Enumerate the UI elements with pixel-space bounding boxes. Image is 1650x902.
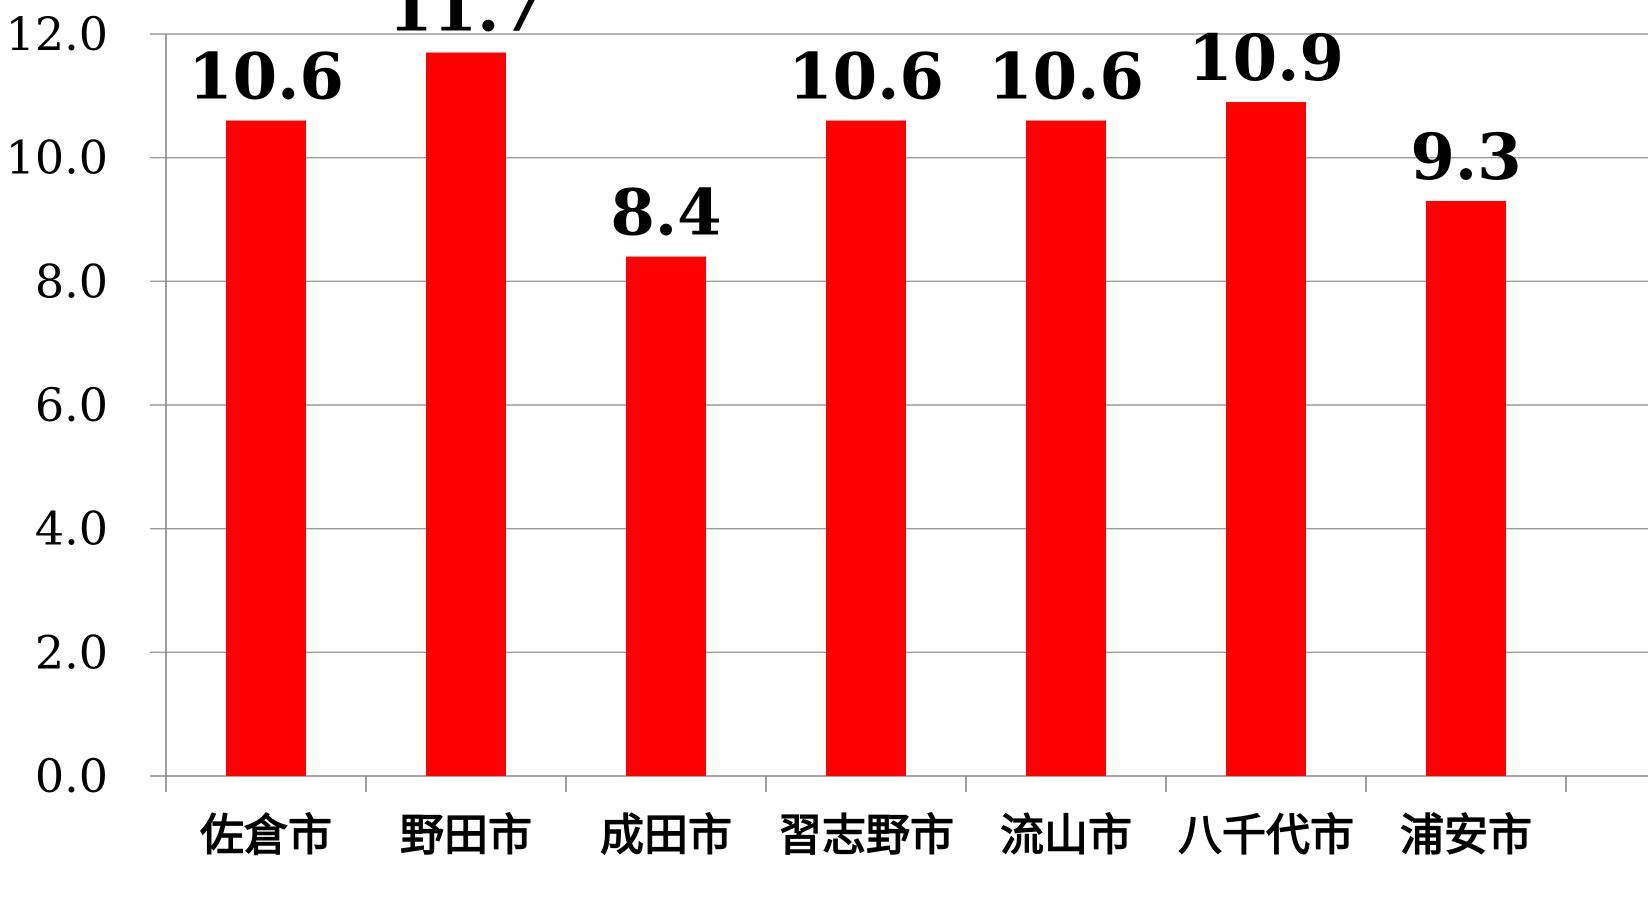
bars bbox=[226, 52, 1506, 777]
data-label: 9.3 bbox=[1410, 120, 1521, 195]
y-tick-label: 4.0 bbox=[35, 502, 108, 556]
bar bbox=[1226, 102, 1306, 777]
data-label: 10.9 bbox=[1188, 21, 1344, 96]
data-label: 10.6 bbox=[988, 40, 1144, 115]
x-tick-label: 八千代市 bbox=[1178, 810, 1354, 861]
axes: 0.0 2.0 4.0 6.0 8.0 10.0 12.0 佐倉市 野田市 成田市 習志野市 流山市八… bbox=[6, 7, 1567, 861]
bar bbox=[426, 52, 506, 777]
bar bbox=[1426, 200, 1506, 776]
y-tick-label: 12.0 bbox=[6, 7, 108, 61]
x-tick-label: 流山市 bbox=[1000, 810, 1132, 861]
x-tick-label: 佐倉市 bbox=[199, 810, 332, 861]
y-tick-label: 10.0 bbox=[6, 131, 108, 185]
bar bbox=[226, 120, 306, 777]
x-tick-label: 浦安市 bbox=[1400, 810, 1532, 861]
x-tick-label: 野田市 bbox=[400, 810, 532, 861]
y-tick-label: 0.0 bbox=[35, 749, 108, 803]
y-tick-label: 6.0 bbox=[35, 378, 108, 432]
data-label: 10.6 bbox=[788, 40, 944, 115]
data-label: 8.4 bbox=[610, 176, 721, 251]
data-label: 11.7 bbox=[388, 0, 544, 47]
x-tick-label: 成田市 bbox=[600, 810, 732, 861]
bar bbox=[626, 256, 706, 777]
bar bbox=[826, 120, 906, 777]
y-tick-label: 2.0 bbox=[35, 625, 108, 679]
bar bbox=[1026, 120, 1106, 777]
data-label: 10.6 bbox=[188, 40, 344, 115]
data-labels: 10.6 11.7 8.4 10.6 10.6 10.9 9.3 bbox=[188, 0, 1522, 251]
x-tick-label: 習志野市 bbox=[778, 810, 954, 861]
y-tick-label: 8.0 bbox=[35, 254, 108, 308]
